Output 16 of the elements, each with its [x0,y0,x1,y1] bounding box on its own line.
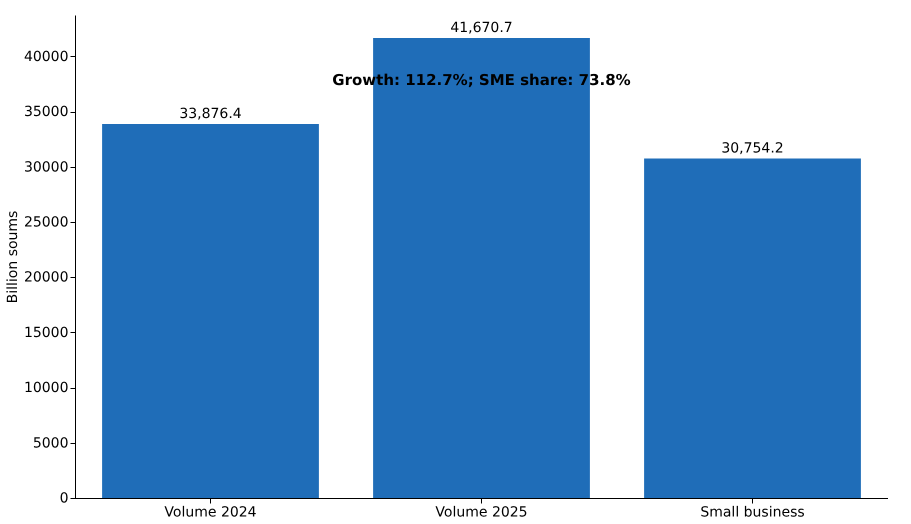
y-tick-label: 15000 [24,324,68,341]
y-tick-label: 35000 [24,104,68,120]
x-tick-label: Volume 2025 [435,504,528,520]
data-label: 33,876.4 [179,106,242,122]
x-tick-label: Small business [700,504,805,520]
y-tick-label: 20000 [24,270,68,286]
data-label: 30,754.2 [721,140,784,157]
y-axis-title: Billion soums [4,210,21,304]
x-tick-label: Volume 2024 [164,504,257,520]
y-tick-label: 30000 [24,159,68,176]
y-tick-label: 25000 [24,214,68,231]
y-tick-label: 0 [60,490,68,506]
y-tick-label: 5000 [32,435,68,452]
y-tick-label: 40000 [24,48,68,65]
data-label: 41,670.7 [450,20,513,36]
y-tick-label: 10000 [24,380,68,396]
